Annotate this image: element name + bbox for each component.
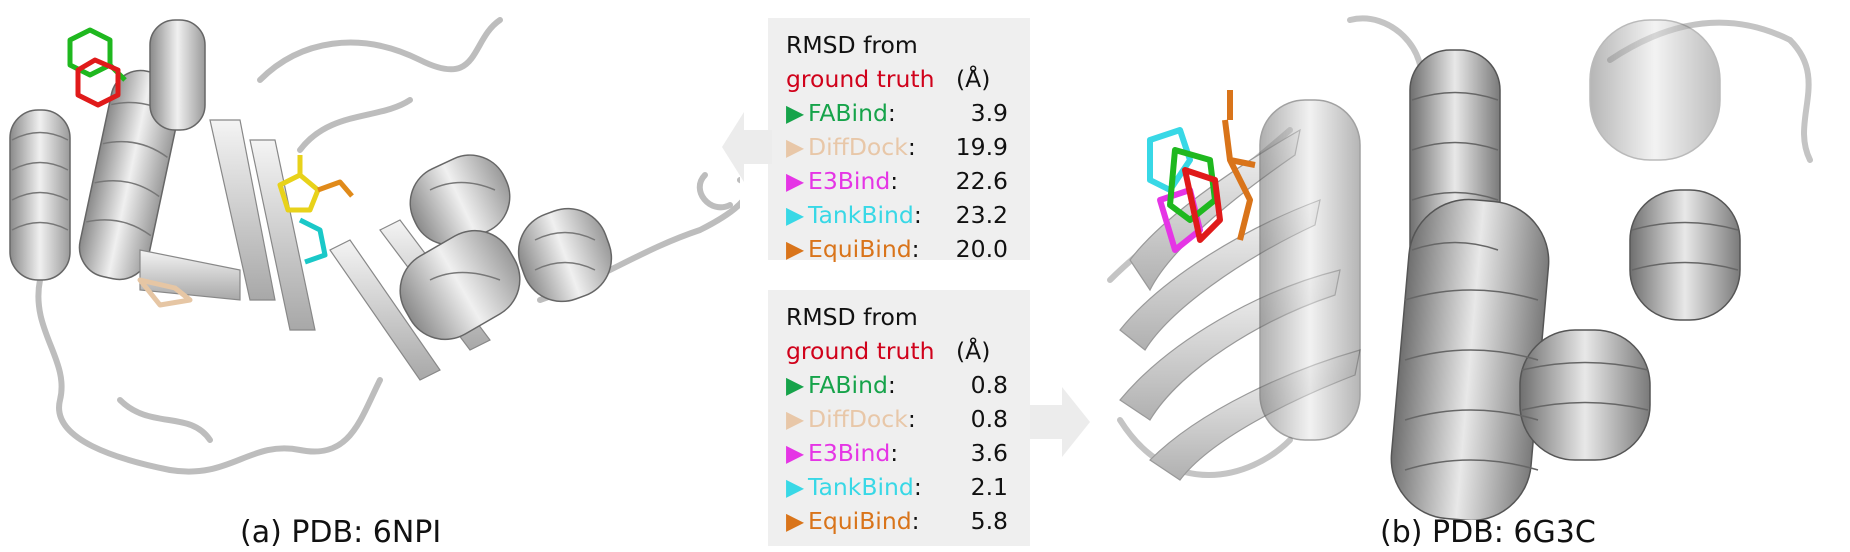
rmsd-value: 0.8 (970, 371, 1008, 399)
caption-left: (a) PDB: 6NPI (240, 515, 442, 550)
unit-label: (Å) (956, 337, 991, 365)
rmsd-value: 2.1 (970, 473, 1008, 501)
triangle-icon: ▶ (786, 473, 805, 501)
rmsd-value: 20.0 (955, 235, 1008, 263)
triangle-icon: ▶ (786, 201, 805, 229)
triangle-icon: ▶ (786, 371, 805, 399)
unit-label: (Å) (956, 65, 991, 93)
list-item: ▶ TankBind: 2.1 (786, 470, 1030, 504)
method-name: E3Bind (808, 439, 891, 467)
triangle-icon: ▶ (786, 439, 805, 467)
list-item: ▶ FABind: 0.8 (786, 368, 1030, 402)
rmsd-value: 19.9 (955, 133, 1008, 161)
protein-structure-6npi (9, 17, 740, 475)
method-name: EquiBind (808, 507, 912, 535)
list-item: ▶ DiffDock: 19.9 (786, 130, 1030, 164)
rmsd-value: 0.8 (970, 405, 1008, 433)
list-item: ▶ EquiBind: 20.0 (786, 232, 1030, 266)
method-name: TankBind (808, 473, 914, 501)
method-name: EquiBind (808, 235, 912, 263)
method-name: FABind (808, 371, 888, 399)
method-name: TankBind (808, 201, 914, 229)
rmsd-value: 22.6 (955, 167, 1008, 195)
list-item: ▶ E3Bind: 3.6 (786, 436, 1030, 470)
rmsd-value: 23.2 (955, 201, 1008, 229)
list-item: ▶ TankBind: 23.2 (786, 198, 1030, 232)
list-item: ▶ E3Bind: 22.6 (786, 164, 1030, 198)
caption-right: (b) PDB: 6G3C (1380, 515, 1596, 550)
arrow-left-icon (722, 112, 772, 182)
rmsd-value: 5.8 (970, 507, 1008, 535)
triangle-icon: ▶ (786, 405, 805, 433)
triangle-icon: ▶ (786, 99, 805, 127)
triangle-icon: ▶ (786, 133, 805, 161)
ground-truth-label: ground truth (786, 337, 935, 365)
ground-truth-label: ground truth (786, 65, 935, 93)
protein-structure-6g3c (1107, 15, 1813, 520)
rmsd-panel-6g3c: RMSD from ground truth (Å) ▶ FABind: 0.8 … (768, 290, 1030, 546)
rmsd-value: 3.9 (970, 99, 1008, 127)
arrow-right-icon (1030, 387, 1090, 457)
method-name: E3Bind (808, 167, 891, 195)
method-name: DiffDock (808, 133, 908, 161)
header-line1: RMSD from (786, 31, 918, 59)
header-line1: RMSD from (786, 303, 918, 331)
triangle-icon: ▶ (786, 507, 805, 535)
panel-header-line2: ground truth (Å) (786, 62, 1030, 96)
panel-header-line2: ground truth (Å) (786, 334, 1030, 368)
triangle-icon: ▶ (786, 167, 805, 195)
list-item: ▶ DiffDock: 0.8 (786, 402, 1030, 436)
method-name: DiffDock (808, 405, 908, 433)
rmsd-panel-6npi: RMSD from ground truth (Å) ▶ FABind: 3.9 … (768, 18, 1030, 263)
list-item: ▶ EquiBind: 5.8 (786, 504, 1030, 538)
list-item: ▶ FABind: 3.9 (786, 96, 1030, 130)
rmsd-value: 3.6 (970, 439, 1008, 467)
method-name: FABind (808, 99, 888, 127)
panel-header: RMSD from (786, 300, 1030, 334)
triangle-icon: ▶ (786, 235, 805, 263)
panel-header: RMSD from (786, 28, 1030, 62)
